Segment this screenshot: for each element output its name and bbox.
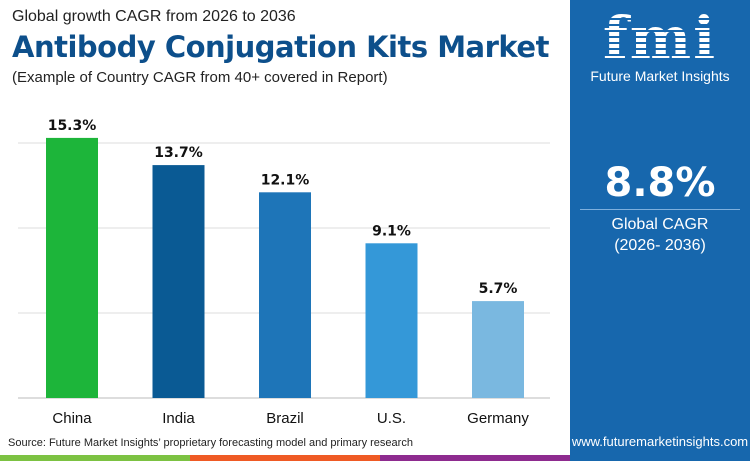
chart-title: Antibody Conjugation Kits Market	[12, 30, 549, 64]
x-tick-label: U.S.	[377, 410, 406, 427]
fmi-logo: fmi Future Market Insights	[570, 8, 750, 84]
data-label: 5.7%	[479, 281, 518, 297]
global-cagr-value: 8.8%	[604, 160, 716, 206]
data-label: 15.3%	[48, 118, 97, 134]
divider	[580, 209, 740, 210]
x-tick-label: China	[52, 410, 92, 427]
chart-note: (Example of Country CAGR from 40+ covere…	[12, 69, 388, 86]
footer-stripe-green	[0, 455, 190, 461]
data-label: 12.1%	[261, 172, 310, 188]
subtitle: Global growth CAGR from 2026 to 2036	[12, 8, 296, 25]
bar-chart: 15.3% China 13.7% India 12.1% Brazil 9.1% U.S. 5…	[18, 118, 550, 427]
data-label: 13.7%	[154, 145, 203, 161]
footer-stripe-purple	[380, 455, 570, 461]
x-tick-label: Germany	[467, 410, 529, 427]
bar-China	[46, 137, 98, 398]
bar-Germany	[472, 301, 524, 398]
x-tick-label: India	[162, 410, 195, 427]
brand-name: Future Market Insights	[590, 68, 730, 84]
footer-stripe-orange	[190, 455, 380, 461]
data-label: 9.1%	[372, 223, 411, 239]
bar-Brazil	[259, 192, 311, 398]
global-cagr-label: Global CAGR	[611, 216, 709, 233]
logo-mark: fmi	[570, 8, 750, 68]
global-cagr-period: (2026- 2036)	[614, 237, 706, 254]
website-link[interactable]: www.futuremarketinsights.com	[571, 434, 749, 449]
source-note: Source: Future Market Insights’ propriet…	[8, 437, 413, 449]
side-panel: fmi Future Market Insights 8.8% Global C…	[570, 0, 750, 461]
bar-India	[152, 165, 205, 398]
x-tick-label: Brazil	[266, 410, 304, 427]
bar-U.S.	[365, 243, 418, 398]
